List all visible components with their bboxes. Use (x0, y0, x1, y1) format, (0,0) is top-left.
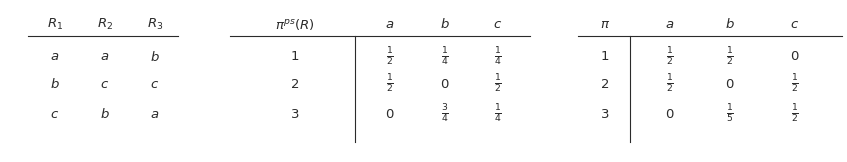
Text: $R_3$: $R_3$ (147, 17, 163, 32)
Text: $\frac{1}{2}$: $\frac{1}{2}$ (791, 73, 799, 95)
Text: $0$: $0$ (440, 77, 450, 91)
Text: $c$: $c$ (101, 77, 109, 91)
Text: $0$: $0$ (725, 77, 734, 91)
Text: $b$: $b$ (50, 77, 60, 91)
Text: $\frac{1}{2}$: $\frac{1}{2}$ (791, 103, 799, 125)
Text: $c$: $c$ (51, 108, 59, 121)
Text: $b$: $b$ (440, 17, 450, 31)
Text: $c$: $c$ (151, 77, 159, 91)
Text: $\frac{1}{2}$: $\frac{1}{2}$ (494, 73, 502, 95)
Text: 2: 2 (291, 77, 299, 91)
Text: $0$: $0$ (665, 108, 675, 121)
Text: $\pi$: $\pi$ (600, 17, 610, 30)
Text: $c$: $c$ (494, 17, 502, 30)
Text: $a$: $a$ (101, 51, 109, 64)
Text: $\frac{1}{4}$: $\frac{1}{4}$ (494, 103, 502, 125)
Text: $c$: $c$ (790, 17, 800, 30)
Text: $R_2$: $R_2$ (97, 17, 113, 32)
Text: $0$: $0$ (790, 51, 800, 64)
Text: $\frac{1}{4}$: $\frac{1}{4}$ (494, 46, 502, 68)
Text: $R_1$: $R_1$ (47, 17, 64, 32)
Text: $b$: $b$ (725, 17, 735, 31)
Text: 2: 2 (601, 77, 609, 91)
Text: $a$: $a$ (50, 51, 59, 64)
Text: $b$: $b$ (150, 50, 160, 64)
Text: $\frac{1}{5}$: $\frac{1}{5}$ (726, 103, 734, 125)
Text: $\frac{1}{2}$: $\frac{1}{2}$ (666, 46, 674, 68)
Text: $0$: $0$ (385, 108, 395, 121)
Text: $\pi^{ps}(R)$: $\pi^{ps}(R)$ (275, 17, 315, 31)
Text: $\frac{1}{2}$: $\frac{1}{2}$ (386, 73, 394, 95)
Text: $\frac{1}{2}$: $\frac{1}{2}$ (726, 46, 734, 68)
Text: $a$: $a$ (666, 17, 674, 30)
Text: $\frac{1}{4}$: $\frac{1}{4}$ (441, 46, 449, 68)
Text: $a$: $a$ (385, 17, 395, 30)
Text: $a$: $a$ (151, 108, 159, 121)
Text: $b$: $b$ (100, 107, 110, 121)
Text: $\frac{1}{2}$: $\frac{1}{2}$ (386, 46, 394, 68)
Text: $\frac{3}{4}$: $\frac{3}{4}$ (441, 103, 449, 125)
Text: 1: 1 (291, 51, 299, 64)
Text: $\frac{1}{2}$: $\frac{1}{2}$ (666, 73, 674, 95)
Text: 1: 1 (601, 51, 609, 64)
Text: 3: 3 (291, 108, 299, 121)
Text: 3: 3 (601, 108, 609, 121)
